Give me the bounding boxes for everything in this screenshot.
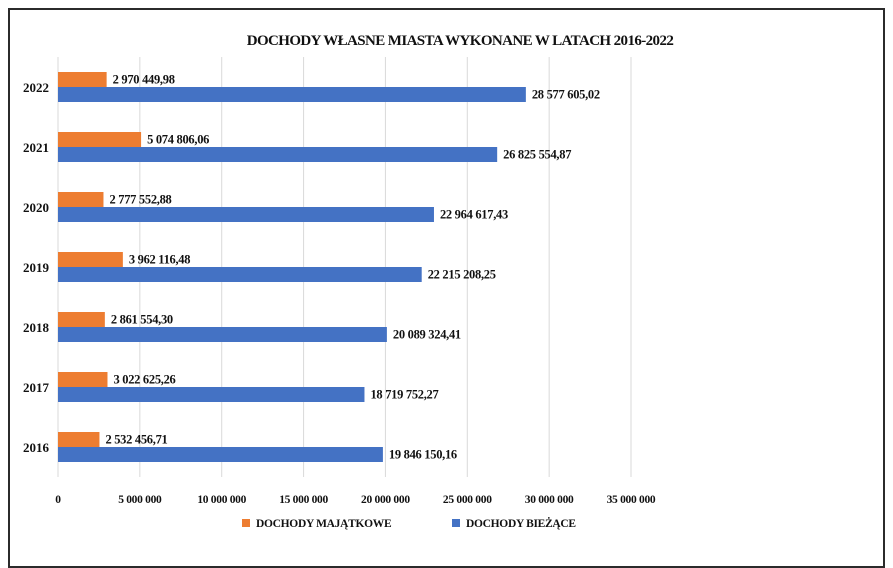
bar-majatkowe	[58, 192, 104, 207]
chart-title: DOCHODY WŁASNE MIASTA WYKONANE W LATACH …	[247, 33, 674, 49]
data-label: 18 719 752,27	[370, 388, 438, 402]
bar-biezace	[58, 267, 422, 282]
bar-majatkowe	[58, 372, 108, 387]
x-tick-label: 20 000 000	[361, 494, 410, 506]
bar-majatkowe	[58, 432, 100, 447]
data-label: 2 970 449,98	[113, 73, 175, 87]
x-tick-label: 25 000 000	[443, 494, 492, 506]
bar-majatkowe	[58, 72, 107, 87]
bar-biezace	[58, 207, 434, 222]
y-tick-label: 2017	[23, 380, 50, 395]
data-label: 28 577 605,02	[532, 88, 600, 102]
x-tick-label: 35 000 000	[607, 494, 656, 506]
bar-majatkowe	[58, 312, 105, 327]
y-tick-label: 2021	[23, 140, 49, 155]
data-label: 3 022 625,26	[113, 373, 175, 387]
bar-biezace	[58, 447, 383, 462]
y-tick-label: 2020	[23, 200, 49, 215]
y-tick-label: 2016	[23, 440, 50, 455]
data-label: 26 825 554,87	[503, 148, 571, 162]
data-label: 3 962 116,48	[129, 253, 190, 267]
x-tick-label: 30 000 000	[525, 494, 574, 506]
x-tick-label: 5 000 000	[118, 494, 162, 506]
data-label: 2 532 456,71	[105, 433, 167, 447]
data-label: 20 089 324,41	[393, 328, 461, 342]
y-tick-label: 2018	[23, 320, 50, 335]
legend-label: DOCHODY BIEŻĄCE	[466, 516, 576, 530]
legend-swatch	[242, 519, 250, 527]
y-axis-labels: 2016 2017 2018 2019 2020 2021 2022	[23, 80, 50, 455]
bar-biezace	[58, 87, 526, 102]
data-label: 22 215 208,25	[428, 268, 496, 282]
x-axis-labels: 0 5 000 000 10 000 000 15 000 000 20 000 000…	[55, 494, 656, 506]
x-tick-label: 15 000 000	[279, 494, 328, 506]
legend-label: DOCHODY MAJĄTKOWE	[256, 518, 392, 530]
bar-biezace	[58, 327, 387, 342]
y-tick-label: 2019	[23, 260, 50, 275]
x-tick-label: 0	[55, 494, 61, 506]
bar-chart: DOCHODY WŁASNE MIASTA WYKONANE W LATACH …	[23, 33, 674, 530]
x-tick-label: 10 000 000	[197, 494, 246, 506]
gridlines	[57, 57, 632, 477]
y-tick-label: 2022	[23, 80, 49, 95]
bar-majatkowe	[58, 252, 123, 267]
legend: DOCHODY MAJĄTKOWE DOCHODY BIEŻĄCE	[242, 516, 577, 530]
data-label: 22 964 617,43	[440, 208, 508, 222]
data-label: 19 846 150,16	[389, 448, 457, 462]
bars: 2 532 456,71 19 846 150,16 3 022 625,26 18 …	[58, 72, 600, 462]
bar-biezace	[58, 387, 365, 402]
data-label: 5 074 806,06	[147, 133, 209, 147]
data-label: 2 861 554,30	[111, 313, 173, 327]
data-label: 2 777 552,88	[109, 193, 171, 207]
bar-biezace	[58, 147, 498, 162]
bar-majatkowe	[58, 132, 142, 147]
legend-swatch	[452, 519, 460, 527]
